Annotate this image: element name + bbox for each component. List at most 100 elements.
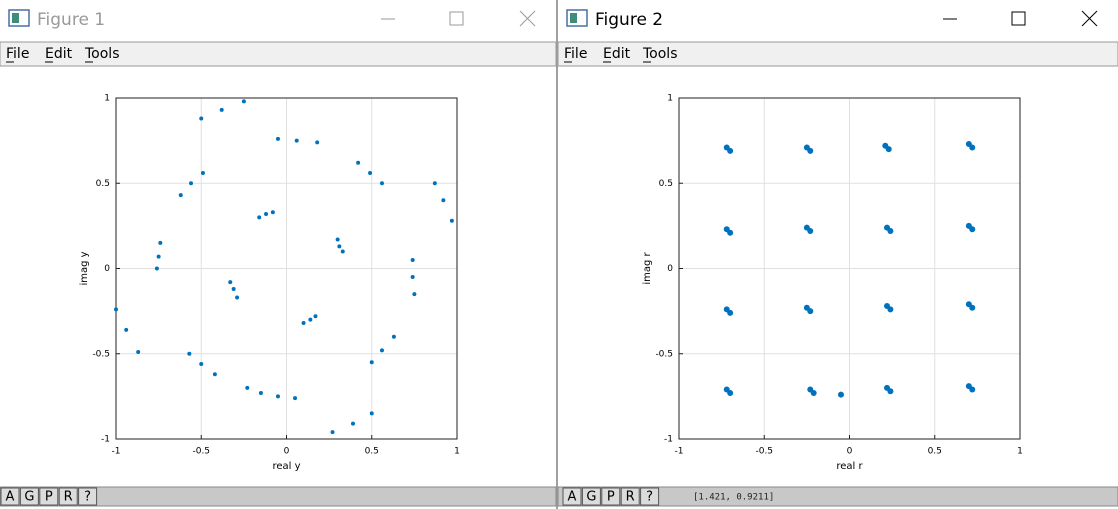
scatter-point [807,227,814,234]
scatter-point [837,391,844,398]
x-axis-label: real y [272,461,300,472]
toolbar-button-label: G [586,490,596,505]
scatter-point [270,210,275,215]
scatter-point [369,411,374,416]
toolbar-button-label: R [626,490,635,505]
scatter-point [275,394,280,399]
scatter-point [219,107,224,112]
scatter-point [410,257,415,262]
scatter-point [301,321,306,326]
toolbar-button[interactable] [640,487,660,506]
scatter-point [727,389,734,396]
axes-box [115,97,458,440]
menu-item[interactable]: Tools [642,46,678,62]
toolbar-button[interactable] [620,487,640,506]
scatter-point [330,430,335,435]
scatter-point [441,198,446,203]
menu-bar [0,41,557,67]
status-text: [1.421, 0.9211] [693,493,774,503]
scatter-point [156,254,161,259]
y-tick-label: 0 [667,264,673,274]
toolbar-button[interactable] [78,487,98,506]
toolbar-button[interactable] [19,487,39,506]
scatter-point [727,147,734,154]
maximize-button[interactable] [449,11,464,26]
scatter-point [199,116,204,121]
scatter-point [313,314,318,319]
toolbar-button-label: A [568,490,577,505]
scatter-point [200,171,205,176]
toolbar-button-label: R [64,490,73,505]
scatter-point [969,144,976,151]
scatter-point [887,306,894,313]
y-tick-label: 0.5 [96,179,110,189]
scatter-point [810,389,817,396]
y-tick-label: 0.5 [659,179,673,189]
scatter-point [969,304,976,311]
scatter-point [335,237,340,242]
scatter-point [231,286,236,291]
y-tick-label: -0.5 [92,349,110,359]
window-title: Figure 1 [37,10,105,30]
scatter-point [264,211,269,216]
toolbar-button[interactable] [562,487,582,506]
scatter-point [449,218,454,223]
toolbar-button[interactable] [39,487,59,506]
menu-item[interactable]: Edit [603,46,631,62]
scatter-point [379,348,384,353]
x-tick-label: -1 [675,447,684,457]
window-icon-inner [570,13,577,23]
menu-item[interactable]: File [564,46,587,62]
toolbar-button[interactable] [0,487,20,506]
menu-item[interactable]: File [6,46,29,62]
window-title: Figure 2 [595,10,663,30]
scatter-point [114,307,118,312]
scatter-point [410,275,415,280]
scatter-point [136,350,141,355]
scatter-point [154,266,159,271]
x-tick-label: 0.5 [365,447,379,457]
window-icon-inner [12,13,19,23]
y-axis-label: imag y [79,251,90,285]
close-button[interactable] [519,10,536,27]
y-tick-label: 0 [104,264,110,274]
scatter-point [245,385,250,390]
scatter-point [412,292,417,297]
scatter-point [158,240,163,245]
toolbar-button-label: A [6,490,15,505]
scatter-point [885,146,892,153]
scatter-point [199,361,204,366]
scatter-point [379,181,384,186]
scatter-point [258,390,263,395]
scatter-point [189,181,194,186]
maximize-button[interactable] [1011,11,1026,26]
menu-item[interactable]: Tools [84,46,120,62]
axes-box [678,97,1021,440]
window-separator [556,0,558,509]
scatter-point [315,140,320,145]
y-tick-label: 1 [104,94,110,104]
status-bar [0,486,557,507]
scatter-point [432,181,437,186]
x-axis-label: real r [836,461,863,472]
toolbar-button[interactable] [581,487,601,506]
x-tick-label: 0.5 [928,447,942,457]
y-tick-label: -1 [101,435,110,445]
menu-bar [557,41,1118,67]
scatter-point [727,229,734,236]
toolbar-button[interactable] [58,487,78,506]
scatter-point [293,396,298,401]
scatter-point [275,136,280,141]
scatter-point [308,317,313,322]
menu-item[interactable]: Edit [45,46,73,62]
scatter-point [257,215,262,220]
toolbar-button-label: P [45,490,53,505]
close-button[interactable] [1081,10,1098,27]
toolbar-button-label: G [24,490,34,505]
status-bar [557,486,1118,507]
scatter-point [294,138,299,143]
toolbar-button[interactable] [601,487,621,506]
scatter-point [235,295,240,300]
scatter-point [969,226,976,233]
